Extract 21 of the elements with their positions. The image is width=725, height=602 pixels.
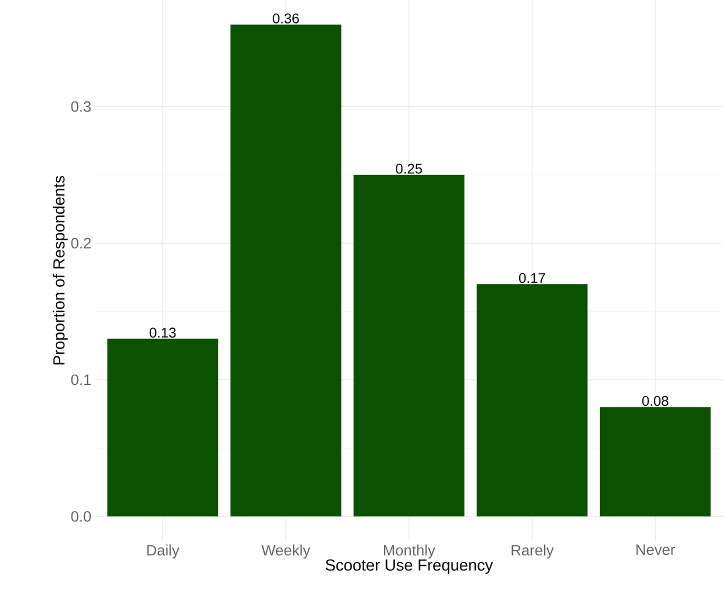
- y-tick-label: 0.1: [71, 374, 91, 386]
- x-tick-label: Daily: [147, 544, 180, 559]
- data-label: 0.36: [272, 13, 299, 24]
- y-axis-title: Proportion of Respondents: [52, 176, 68, 364]
- data-label: 0.25: [396, 164, 422, 174]
- x-tick-label: Rarely: [512, 544, 554, 559]
- bar: [476, 284, 588, 516]
- bar: [230, 24, 342, 516]
- x-tick-label: Weekly: [261, 544, 310, 559]
- bar: [107, 338, 218, 516]
- y-tick-label: 0.2: [71, 238, 91, 248]
- bar: [354, 174, 464, 516]
- x-axis-title: Scooter Use Frequency: [326, 559, 493, 574]
- bar: [600, 407, 711, 516]
- y-tick-label: 0.3: [71, 101, 91, 112]
- x-tick-label: Monthly: [384, 544, 436, 559]
- y-tick-label: 0.0: [71, 511, 91, 522]
- data-label: 0.17: [519, 273, 546, 283]
- data-label: 0.13: [150, 328, 176, 338]
- x-tick-label: Never: [636, 544, 676, 555]
- data-label: 0.08: [642, 396, 668, 406]
